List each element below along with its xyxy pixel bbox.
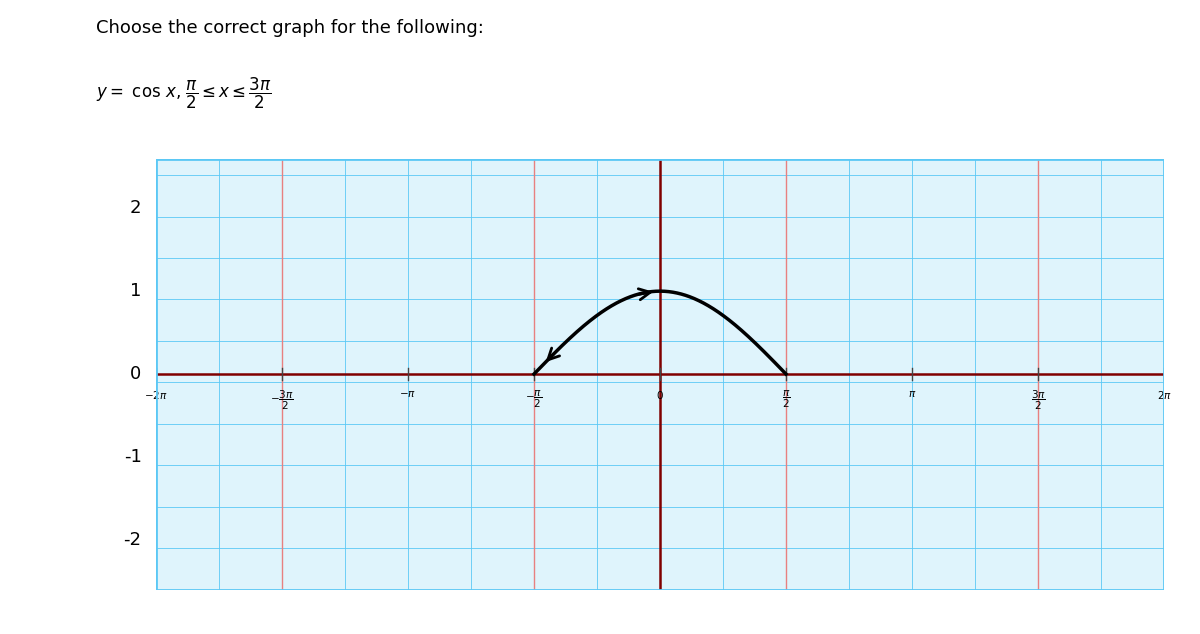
Text: $-\dfrac{\pi}{2}$: $-\dfrac{\pi}{2}$: [526, 389, 542, 410]
Text: $-2\pi$: $-2\pi$: [144, 389, 168, 401]
Text: $2\pi$: $2\pi$: [1157, 389, 1171, 401]
Text: -1: -1: [124, 448, 142, 466]
Text: Choose the correct graph for the following:: Choose the correct graph for the followi…: [96, 19, 484, 37]
Text: $\dfrac{3\pi}{2}$: $\dfrac{3\pi}{2}$: [1031, 389, 1045, 412]
Text: $0$: $0$: [656, 389, 664, 401]
Text: 2: 2: [130, 199, 142, 217]
Text: $-\dfrac{3\pi}{2}$: $-\dfrac{3\pi}{2}$: [270, 389, 294, 412]
Text: $y=$ cos $x$, $\dfrac{\pi}{2} \leq x \leq \dfrac{3\pi}{2}$: $y=$ cos $x$, $\dfrac{\pi}{2} \leq x \le…: [96, 76, 271, 112]
Text: $\dfrac{\pi}{2}$: $\dfrac{\pi}{2}$: [781, 389, 791, 410]
Text: 1: 1: [131, 282, 142, 300]
Text: $-\pi$: $-\pi$: [400, 389, 416, 399]
Text: 0: 0: [131, 365, 142, 383]
Text: $\pi$: $\pi$: [908, 389, 916, 399]
Text: -2: -2: [124, 531, 142, 549]
